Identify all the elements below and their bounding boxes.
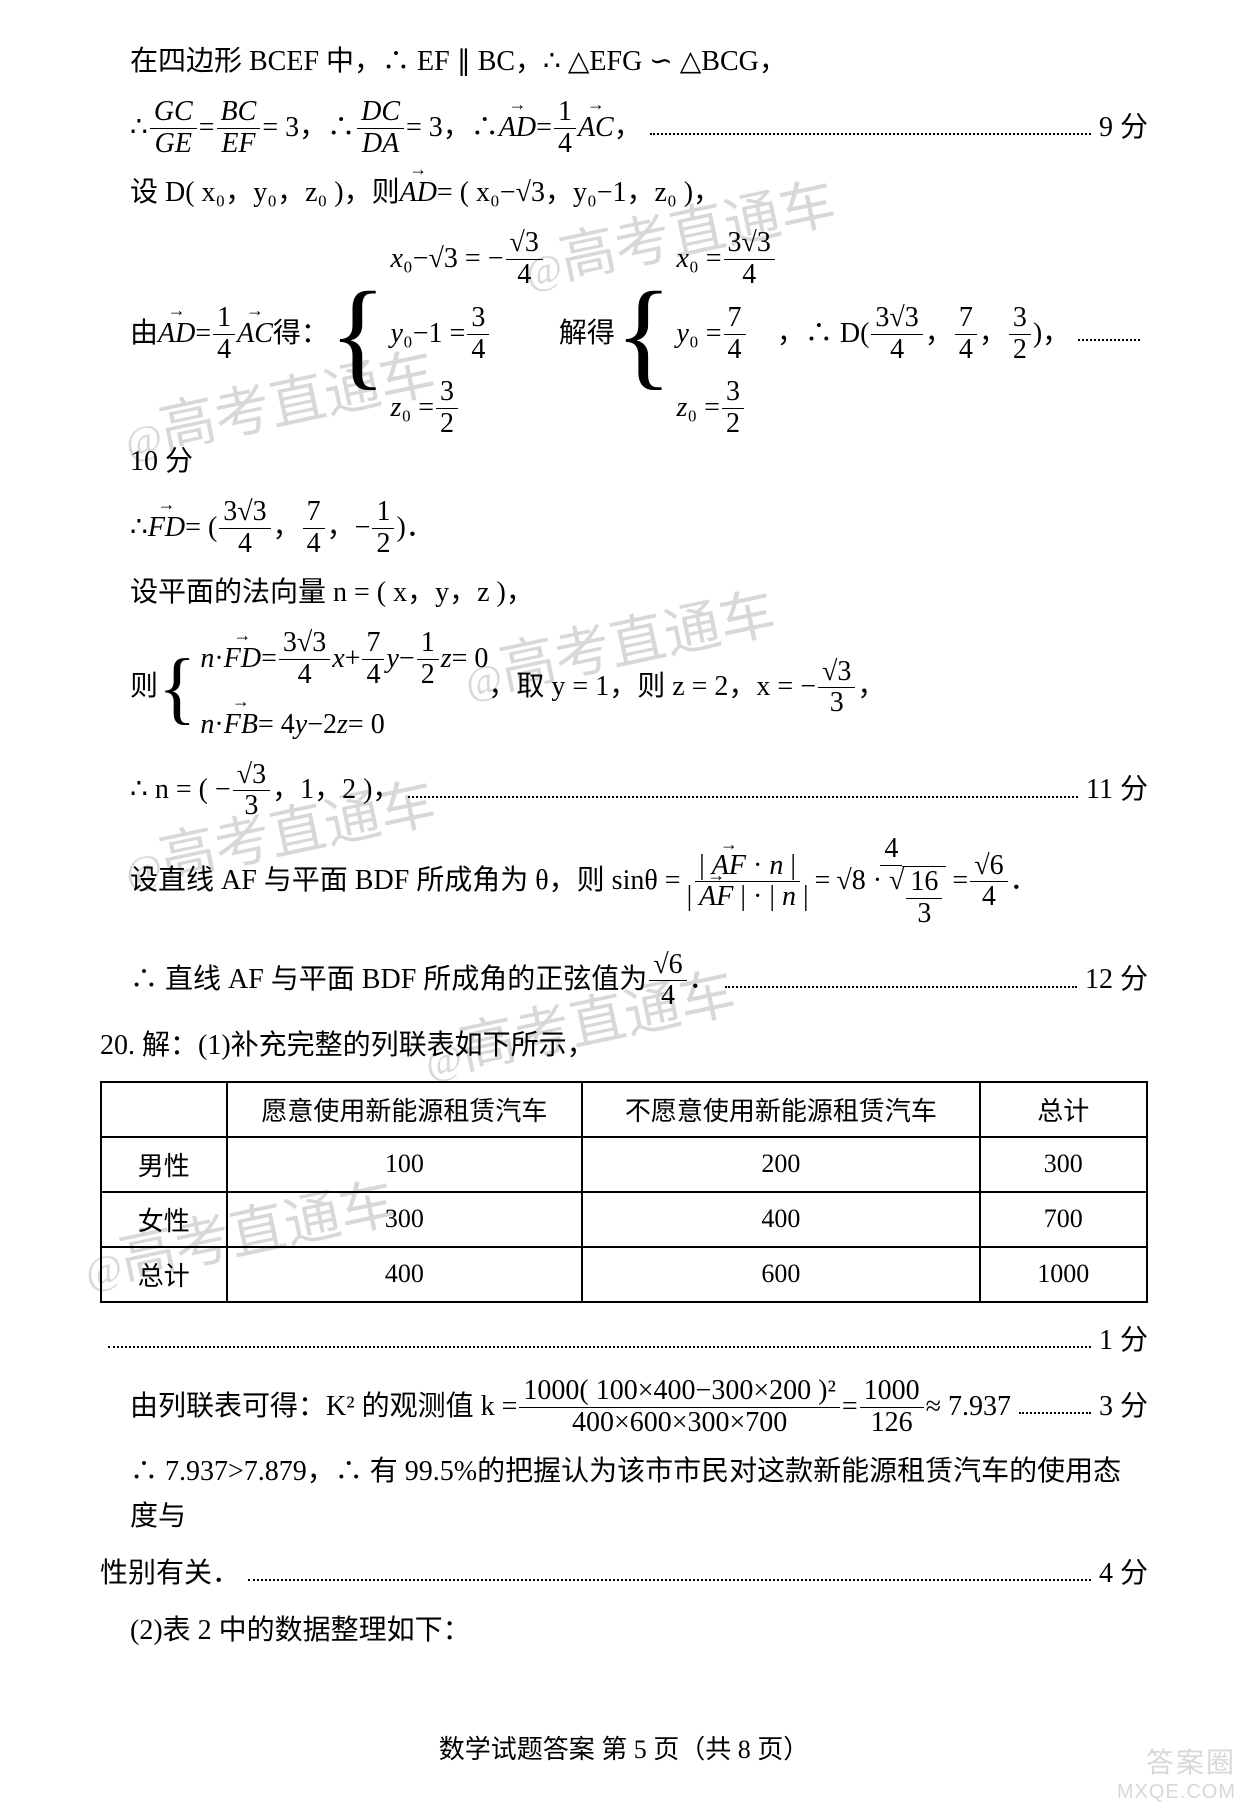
text-line: 设平面的法向量 n = ( x，y，z )， (100, 571, 1148, 616)
table-cell: 总计 (101, 1247, 227, 1302)
text-line: 设 D( x₀，y₀，z₀ )，则 AD = ( x₀−√3，y₀−1，z₀ )… (100, 171, 1148, 216)
table-row: 女性 300 400 700 (101, 1192, 1147, 1247)
table-header: 愿意使用新能源租赁汽车 (227, 1082, 583, 1137)
text-line-scored: ∴ n = ( − √33 ，1，2 )， 11 分 (100, 760, 1148, 823)
table-header-row: 愿意使用新能源租赁汽车 不愿意使用新能源租赁汽车 总计 (101, 1082, 1147, 1137)
table-cell: 400 (227, 1247, 583, 1302)
score-line: 1 分 (100, 1319, 1148, 1364)
score-label: 3 分 (1099, 1385, 1148, 1430)
table-header (101, 1082, 227, 1137)
score-label: 1 分 (1099, 1319, 1148, 1364)
table-row: 总计 400 600 1000 (101, 1247, 1147, 1302)
text-line: ∴ 7.937>7.879，∴ 有 99.5%的把握认为该市市民对这款新能源租赁… (100, 1450, 1148, 1540)
score-label: 12 分 (1085, 958, 1148, 1003)
table-cell: 300 (227, 1192, 583, 1247)
equation-system: 则 { n · FD = 3√34x + 74y − 12z = 0 n · F… (100, 628, 1148, 747)
table-cell: 女性 (101, 1192, 227, 1247)
text-line-scored: ∴ 直线 AF 与平面 BDF 所成角的正弦值为 √64 ． 12 分 (100, 950, 1148, 1013)
table-cell: 1000 (980, 1247, 1147, 1302)
text-line: 设直线 AF 与平面 BDF 所成角为 θ，则 sinθ = | AF · n … (100, 834, 1148, 929)
equation-system: 由 AD = 14 AC 得： { x₀−√3 = −√34 y₀−1 = 34… (100, 228, 1148, 485)
table-cell: 400 (582, 1192, 979, 1247)
table-cell: 300 (980, 1137, 1147, 1192)
contingency-table: 愿意使用新能源租赁汽车 不愿意使用新能源租赁汽车 总计 男性 100 200 3… (100, 1081, 1148, 1303)
score-label: 4 分 (1099, 1552, 1148, 1597)
text-line-scored: ∴ GCGE = BCEF = 3，∴ DCDA = 3，∴ AD = 14 A… (100, 97, 1148, 160)
table-cell: 男性 (101, 1137, 227, 1192)
text-line: ∴ FD = ( 3√34， 74，− 12 )． (100, 497, 1148, 560)
table-header: 不愿意使用新能源租赁汽车 (582, 1082, 979, 1137)
score-label: 9 分 (1099, 106, 1148, 151)
text-line: 在四边形 BCEF 中，∴ EF ∥ BC，∴ △EFG ∽ △BCG， (100, 40, 1148, 85)
text-line: 20. 解：(1)补充完整的列联表如下所示， (100, 1024, 1148, 1069)
corner-watermark: 答案圈 MXQE.COM (1117, 1741, 1236, 1804)
table-cell: 700 (980, 1192, 1147, 1247)
table-row: 男性 100 200 300 (101, 1137, 1147, 1192)
page-footer: 数学试题答案 第 5 页（共 8 页） (0, 1729, 1248, 1766)
score-label: 11 分 (1086, 768, 1148, 813)
text-line: (2)表 2 中的数据整理如下： (100, 1609, 1148, 1654)
table-cell: 100 (227, 1137, 583, 1192)
text-line-scored: 性别有关． 4 分 (100, 1552, 1148, 1597)
text-line-scored: 由列联表可得：K² 的观测值 k = 1000( 100×400−300×200… (100, 1376, 1148, 1439)
table-cell: 200 (582, 1137, 979, 1192)
table-cell: 600 (582, 1247, 979, 1302)
table-header: 总计 (980, 1082, 1147, 1137)
score-label: 10 分 (130, 440, 193, 485)
